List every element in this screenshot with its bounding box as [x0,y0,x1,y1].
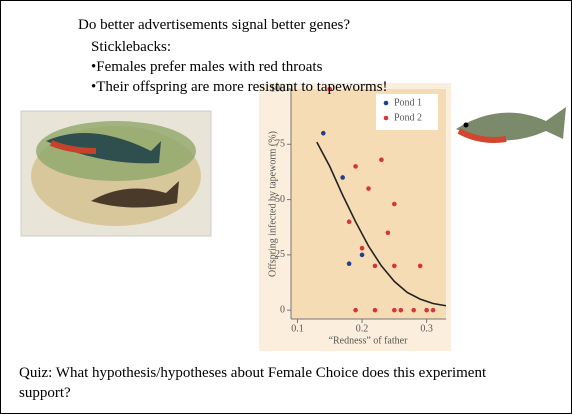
point [392,264,397,269]
fish-painting [21,111,211,236]
point [431,308,436,313]
point [321,131,326,136]
slide-title: Do better advertisements signal better g… [78,17,350,34]
point [392,308,397,313]
point [392,202,397,207]
point [347,261,352,266]
point [398,308,403,313]
legend-marker [384,116,389,121]
slide: Offspring infected by tapeworm (%) “Redn… [0,0,572,414]
point [353,308,358,313]
legend-label: Pond 2 [394,112,422,123]
point [424,308,429,313]
point [360,253,365,258]
y-tick-label: 25 [275,249,285,260]
quiz-text: Quiz: What hypothesis/hypotheses about F… [19,363,489,403]
subtitle: Sticklebacks: [91,39,171,56]
point [418,264,423,269]
point [366,186,371,191]
legend-label: Pond 1 [394,97,422,108]
point [379,157,384,162]
x-tick-label: 0.2 [356,323,369,334]
point [373,264,378,269]
fish-illustration [456,107,566,141]
point [360,246,365,251]
y-tick-label: 50 [275,194,285,205]
bullet: •Females prefer males with red throats [91,59,322,76]
point [373,308,378,313]
point [353,164,358,169]
point [386,230,391,235]
bullet: •Their offspring are more resistant to t… [91,79,388,96]
point [340,175,345,180]
point [411,308,416,313]
y-tick-label: 0 [280,304,285,315]
point [347,219,352,224]
x-tick-label: 0.3 [420,323,433,334]
legend-marker [384,101,389,106]
x-tick-label: 0.1 [291,323,304,334]
x-axis-label: “Redness” of father [329,335,409,346]
y-tick-label: 75 [275,139,285,150]
